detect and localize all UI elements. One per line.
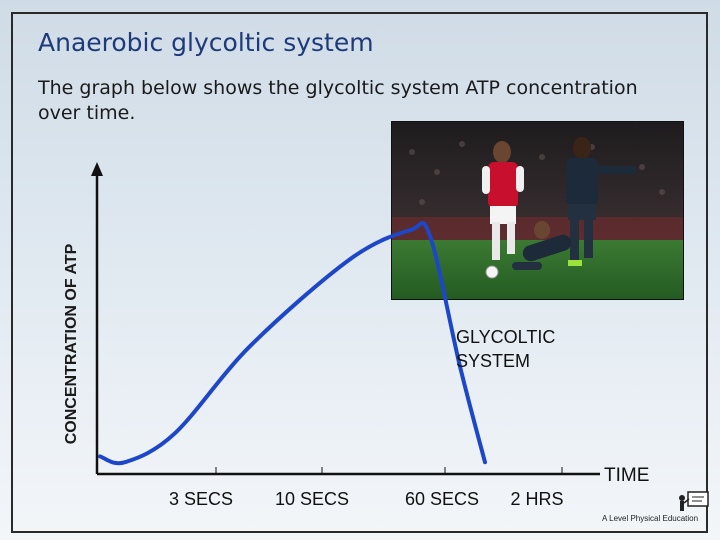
- slide-frame: [11, 12, 708, 533]
- x-axis-ticks: [215, 467, 563, 475]
- x-tick-label: 2 HRS: [510, 489, 564, 509]
- x-tick-label: 60 SECS: [404, 489, 480, 509]
- glycoltic-system-line: [98, 221, 487, 466]
- slide-subtitle: The graph below shows the glycoltic syst…: [38, 77, 638, 124]
- slide-title: Anaerobic glycoltic system: [38, 28, 374, 57]
- a-level-pe-logo: A Level Physical Education: [602, 490, 712, 530]
- x-tick-label: 10 SECS: [274, 489, 350, 509]
- logo-text: A Level Physical Education: [602, 514, 699, 523]
- teacher-board-icon: [679, 491, 709, 511]
- series-label-line-1: GLYCOLTIC: [456, 327, 556, 347]
- y-axis-arrow: [91, 162, 103, 176]
- photo-illustration: [392, 122, 683, 299]
- x-axis-label: TIME: [604, 465, 650, 486]
- series-label-line-2: SYSTEM: [456, 351, 531, 371]
- series-label: GLYCOLTIC SYSTEM: [456, 325, 555, 373]
- x-tick-label: 3 SECS: [168, 489, 234, 509]
- football-players-photo: [391, 121, 684, 300]
